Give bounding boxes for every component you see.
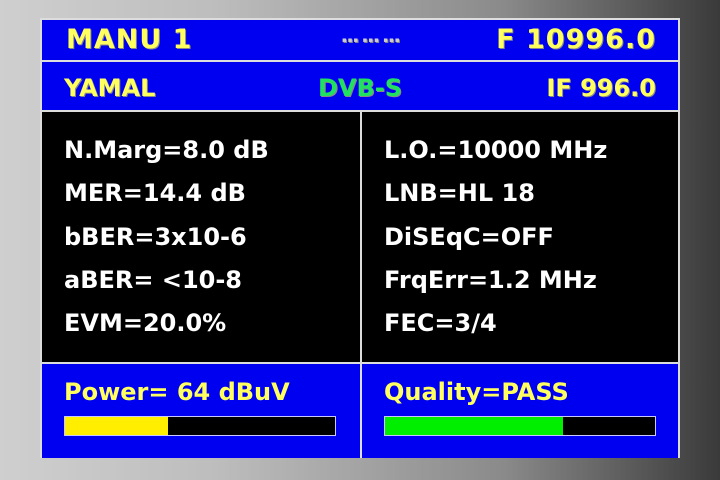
power-meter [64,416,336,436]
nmarg-value: N.Marg=8.0 dB [64,136,269,164]
lnb-value: LNB=HL 18 [384,179,535,207]
lo-value: L.O.=10000 MHz [384,136,608,164]
measurements-left: N.Marg=8.0 dB MER=14.4 dB bBER=3x10-6 aB… [42,112,360,362]
quality-meter-fill [385,417,564,435]
standard-label: DVB-S [318,74,403,102]
evm-value: EVM=20.0% [64,309,227,337]
power-label: Power= 64 dBuV [64,378,290,406]
fec-value: FEC=3/4 [384,309,497,337]
diseqc-value: DiSEqC=OFF [384,223,554,251]
quality-panel: Quality=PASS [362,362,678,458]
frqerr-value: FrqErr=1.2 MHz [384,266,597,294]
measurements-right: L.O.=10000 MHz LNB=HL 18 DiSEqC=OFF FrqE… [362,112,678,362]
aber-value: aBER= <10-8 [64,266,242,294]
mode-label: MANU 1 [66,24,193,55]
quality-meter [384,416,656,436]
frequency-label: F 10996.0 [496,24,656,55]
quality-label: Quality=PASS [384,378,569,406]
power-meter-fill [65,417,168,435]
header-row: MANU 1 ▪▪▪ ▪▪▪ ▪▪▪ F 10996.0 [42,20,678,60]
if-frequency: IF 996.0 [546,74,656,102]
bber-value: bBER=3x10-6 [64,223,247,251]
mer-value: MER=14.4 dB [64,179,246,207]
power-panel: Power= 64 dBuV [42,362,360,458]
status-dots-icon: ▪▪▪ ▪▪▪ ▪▪▪ [342,36,401,44]
info-row: YAMAL DVB-S IF 996.0 [42,62,678,110]
satellite-name: YAMAL [64,74,156,102]
